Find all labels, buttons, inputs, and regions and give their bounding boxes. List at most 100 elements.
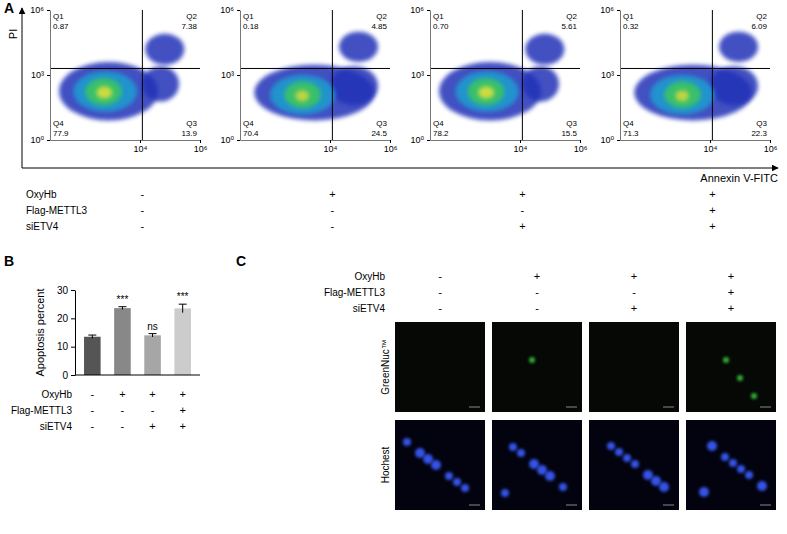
axis-line <box>75 291 76 376</box>
micrograph-frame <box>395 322 485 412</box>
tick: 30 <box>57 285 75 296</box>
label-group: Q4 <box>622 119 635 128</box>
x-axis: 10⁴10⁶ <box>51 140 208 154</box>
tick-mark <box>617 140 620 141</box>
label-group: Q2 <box>185 12 198 21</box>
condition-sign: - <box>141 220 145 232</box>
label-group: 5.61 <box>560 22 578 31</box>
condition-sign: + <box>119 388 125 400</box>
micrograph-frame <box>589 322 679 412</box>
nucleus <box>453 478 461 486</box>
x-axis: 10⁴10⁶ <box>621 140 778 154</box>
tick-label: 10⁶ <box>384 144 398 154</box>
label-patch <box>755 12 768 21</box>
tick-label: 10 <box>57 341 69 352</box>
tick-mark <box>47 75 50 76</box>
axis-title: PI <box>7 29 19 39</box>
nucleus <box>545 471 555 481</box>
micrograph <box>395 420 485 510</box>
density-region <box>664 82 701 108</box>
gate-line <box>430 68 580 69</box>
bar <box>84 337 101 375</box>
gate-line <box>332 10 333 140</box>
density-region <box>710 66 758 105</box>
label-patch <box>180 22 198 31</box>
figure: ABC10⁴10⁶10⁰10³10⁶Q10.87Q27.38Q313.9Q477… <box>0 0 787 534</box>
quadrant-value: 5.61 <box>561 22 577 31</box>
quadrant-label: Q2 <box>186 12 197 21</box>
density-region <box>522 66 559 101</box>
condition-name: siETV4 <box>40 421 73 432</box>
plot-area <box>254 32 378 121</box>
tick: 10³ <box>221 70 240 80</box>
tick-mark <box>47 10 50 11</box>
nucleus <box>623 454 631 462</box>
quadrant-label: Q3 <box>376 119 387 128</box>
label-patch <box>432 12 445 21</box>
condition-sign: + <box>631 270 637 282</box>
nucleus <box>707 441 717 451</box>
significance-label: ns <box>147 321 158 332</box>
row-label: GreenNuc™ <box>380 339 391 395</box>
condition-sign: + <box>179 404 185 416</box>
tick: 10⁰ <box>410 135 430 145</box>
tick-mark <box>237 10 240 11</box>
gate-line <box>142 10 143 140</box>
tick-mark <box>427 75 430 76</box>
condition-sign: + <box>519 188 525 200</box>
tick: 10⁶ <box>410 5 430 15</box>
stained-cell <box>751 393 757 399</box>
quadrant-value: 24.5 <box>371 129 387 138</box>
scale-bar <box>760 505 771 506</box>
label-group: Q4 <box>242 119 255 128</box>
gate-line <box>50 68 200 69</box>
density-region <box>85 78 122 105</box>
density-region <box>675 90 689 101</box>
tick: 10⁰ <box>30 135 50 145</box>
density-region <box>73 71 137 112</box>
quadrant-value: 15.5 <box>561 129 577 138</box>
tick: 20 <box>57 313 75 324</box>
gate-line <box>240 68 390 69</box>
quadrant-value: 78.2 <box>433 129 449 138</box>
label-group: Q3 <box>375 119 388 128</box>
condition-sign: + <box>709 220 715 232</box>
tick-label: 10⁶ <box>600 5 614 15</box>
tick-label: 10⁰ <box>30 135 44 145</box>
tick-mark <box>617 10 620 11</box>
quadrant-label: Q2 <box>756 12 767 21</box>
tick: 10³ <box>411 70 430 80</box>
nucleus <box>615 448 623 456</box>
condition-name: siETV4 <box>26 221 59 232</box>
error-bar-cap <box>118 306 126 307</box>
nucleus <box>517 449 525 457</box>
micrograph <box>686 322 776 412</box>
condition-sign: + <box>631 302 637 314</box>
nucleus <box>461 484 469 492</box>
axis-line <box>240 11 241 141</box>
significance-label: *** <box>117 294 129 305</box>
tick: 10⁰ <box>220 135 240 145</box>
gate-line <box>522 10 523 140</box>
label-group: Q3 <box>565 119 578 128</box>
label-group: 0.87 <box>52 22 70 31</box>
density-region <box>468 78 505 105</box>
micrograph <box>492 322 582 412</box>
nucleus <box>559 483 567 491</box>
nucleus <box>729 459 737 467</box>
tick-mark <box>200 140 201 143</box>
micrograph <box>395 322 485 412</box>
quadrant-label: Q1 <box>623 12 634 21</box>
bar <box>174 308 191 375</box>
micrograph-frame <box>492 322 582 412</box>
error-bar <box>118 307 126 310</box>
density-region <box>525 34 564 65</box>
y-axis: 10⁰ 10³ 10⁶ <box>410 5 430 145</box>
tick-label: 0 <box>62 370 68 381</box>
quadrant-value: 0.70 <box>433 22 449 31</box>
panel-letter: B <box>4 253 14 269</box>
tick-mark <box>710 140 711 143</box>
density-region <box>330 66 378 105</box>
tick: 10⁶ <box>194 140 208 154</box>
label-group: 6.09 <box>750 22 768 31</box>
